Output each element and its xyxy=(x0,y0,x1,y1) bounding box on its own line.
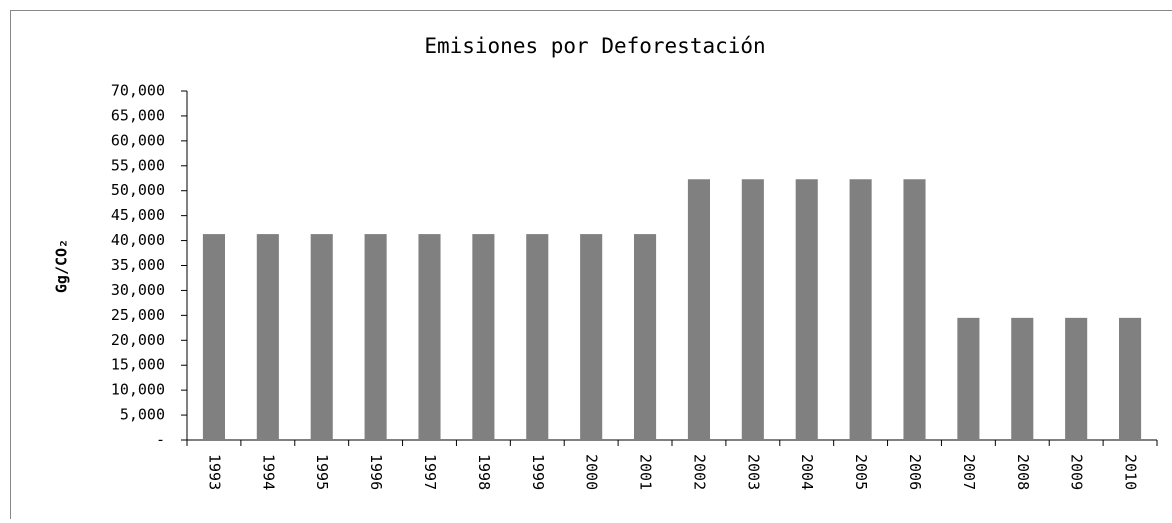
x-tick-label: 1999 xyxy=(529,454,547,490)
bar xyxy=(742,179,764,440)
x-tick-label: 2008 xyxy=(1014,454,1032,490)
y-tick-label: 55,000 xyxy=(111,156,165,174)
x-tick-label: 2004 xyxy=(798,454,816,490)
bar xyxy=(257,234,279,440)
y-tick-label: 30,000 xyxy=(111,281,165,299)
y-tick-label: 60,000 xyxy=(111,131,165,149)
bar xyxy=(1011,318,1033,440)
x-tick-label: 1997 xyxy=(421,454,439,490)
x-tick-label: 2000 xyxy=(583,454,601,490)
y-tick-label: 35,000 xyxy=(111,256,165,274)
y-tick-label: 20,000 xyxy=(111,331,165,349)
bar xyxy=(365,234,387,440)
bar xyxy=(418,234,440,440)
bar xyxy=(580,234,602,440)
chart-title: Emisiones por Deforestación xyxy=(424,34,765,58)
x-tick-label: 2006 xyxy=(906,454,924,490)
x-tick-label: 1993 xyxy=(205,454,223,490)
x-tick-label: 1994 xyxy=(259,454,277,490)
y-tick-label: 65,000 xyxy=(111,106,165,124)
bar xyxy=(1119,318,1141,440)
x-tick-label: 2005 xyxy=(852,454,870,490)
y-tick-label: 70,000 xyxy=(111,82,165,100)
bar xyxy=(526,234,548,440)
y-tick-label: - xyxy=(156,431,165,449)
y-tick-label: 40,000 xyxy=(111,231,165,249)
y-tick-label: 45,000 xyxy=(111,206,165,224)
bar xyxy=(203,234,225,440)
x-tick-label: 2003 xyxy=(744,454,762,490)
y-tick-label: 25,000 xyxy=(111,306,165,324)
x-tick-label: 2001 xyxy=(637,454,655,490)
y-tick-label: 5,000 xyxy=(120,406,165,424)
bar xyxy=(311,234,333,440)
x-tick-label: 1995 xyxy=(313,454,331,490)
y-tick-label: 15,000 xyxy=(111,356,165,374)
bar xyxy=(850,179,872,440)
bar xyxy=(634,234,656,440)
x-tick-label: 2007 xyxy=(960,454,978,490)
bar xyxy=(472,234,494,440)
x-tick-label: 1998 xyxy=(475,454,493,490)
y-axis-label: Gg/CO₂ xyxy=(53,239,71,293)
bar xyxy=(957,318,979,440)
x-tick-label: 2002 xyxy=(690,454,708,490)
bar xyxy=(688,179,710,440)
x-tick-label: 2009 xyxy=(1068,454,1086,490)
y-tick-label: 50,000 xyxy=(111,181,165,199)
bar xyxy=(1065,318,1087,440)
x-tick-label: 2010 xyxy=(1122,454,1140,490)
x-tick-label: 1996 xyxy=(367,454,385,490)
bar xyxy=(796,179,818,440)
y-tick-label: 10,000 xyxy=(111,381,165,399)
bar xyxy=(903,179,925,440)
